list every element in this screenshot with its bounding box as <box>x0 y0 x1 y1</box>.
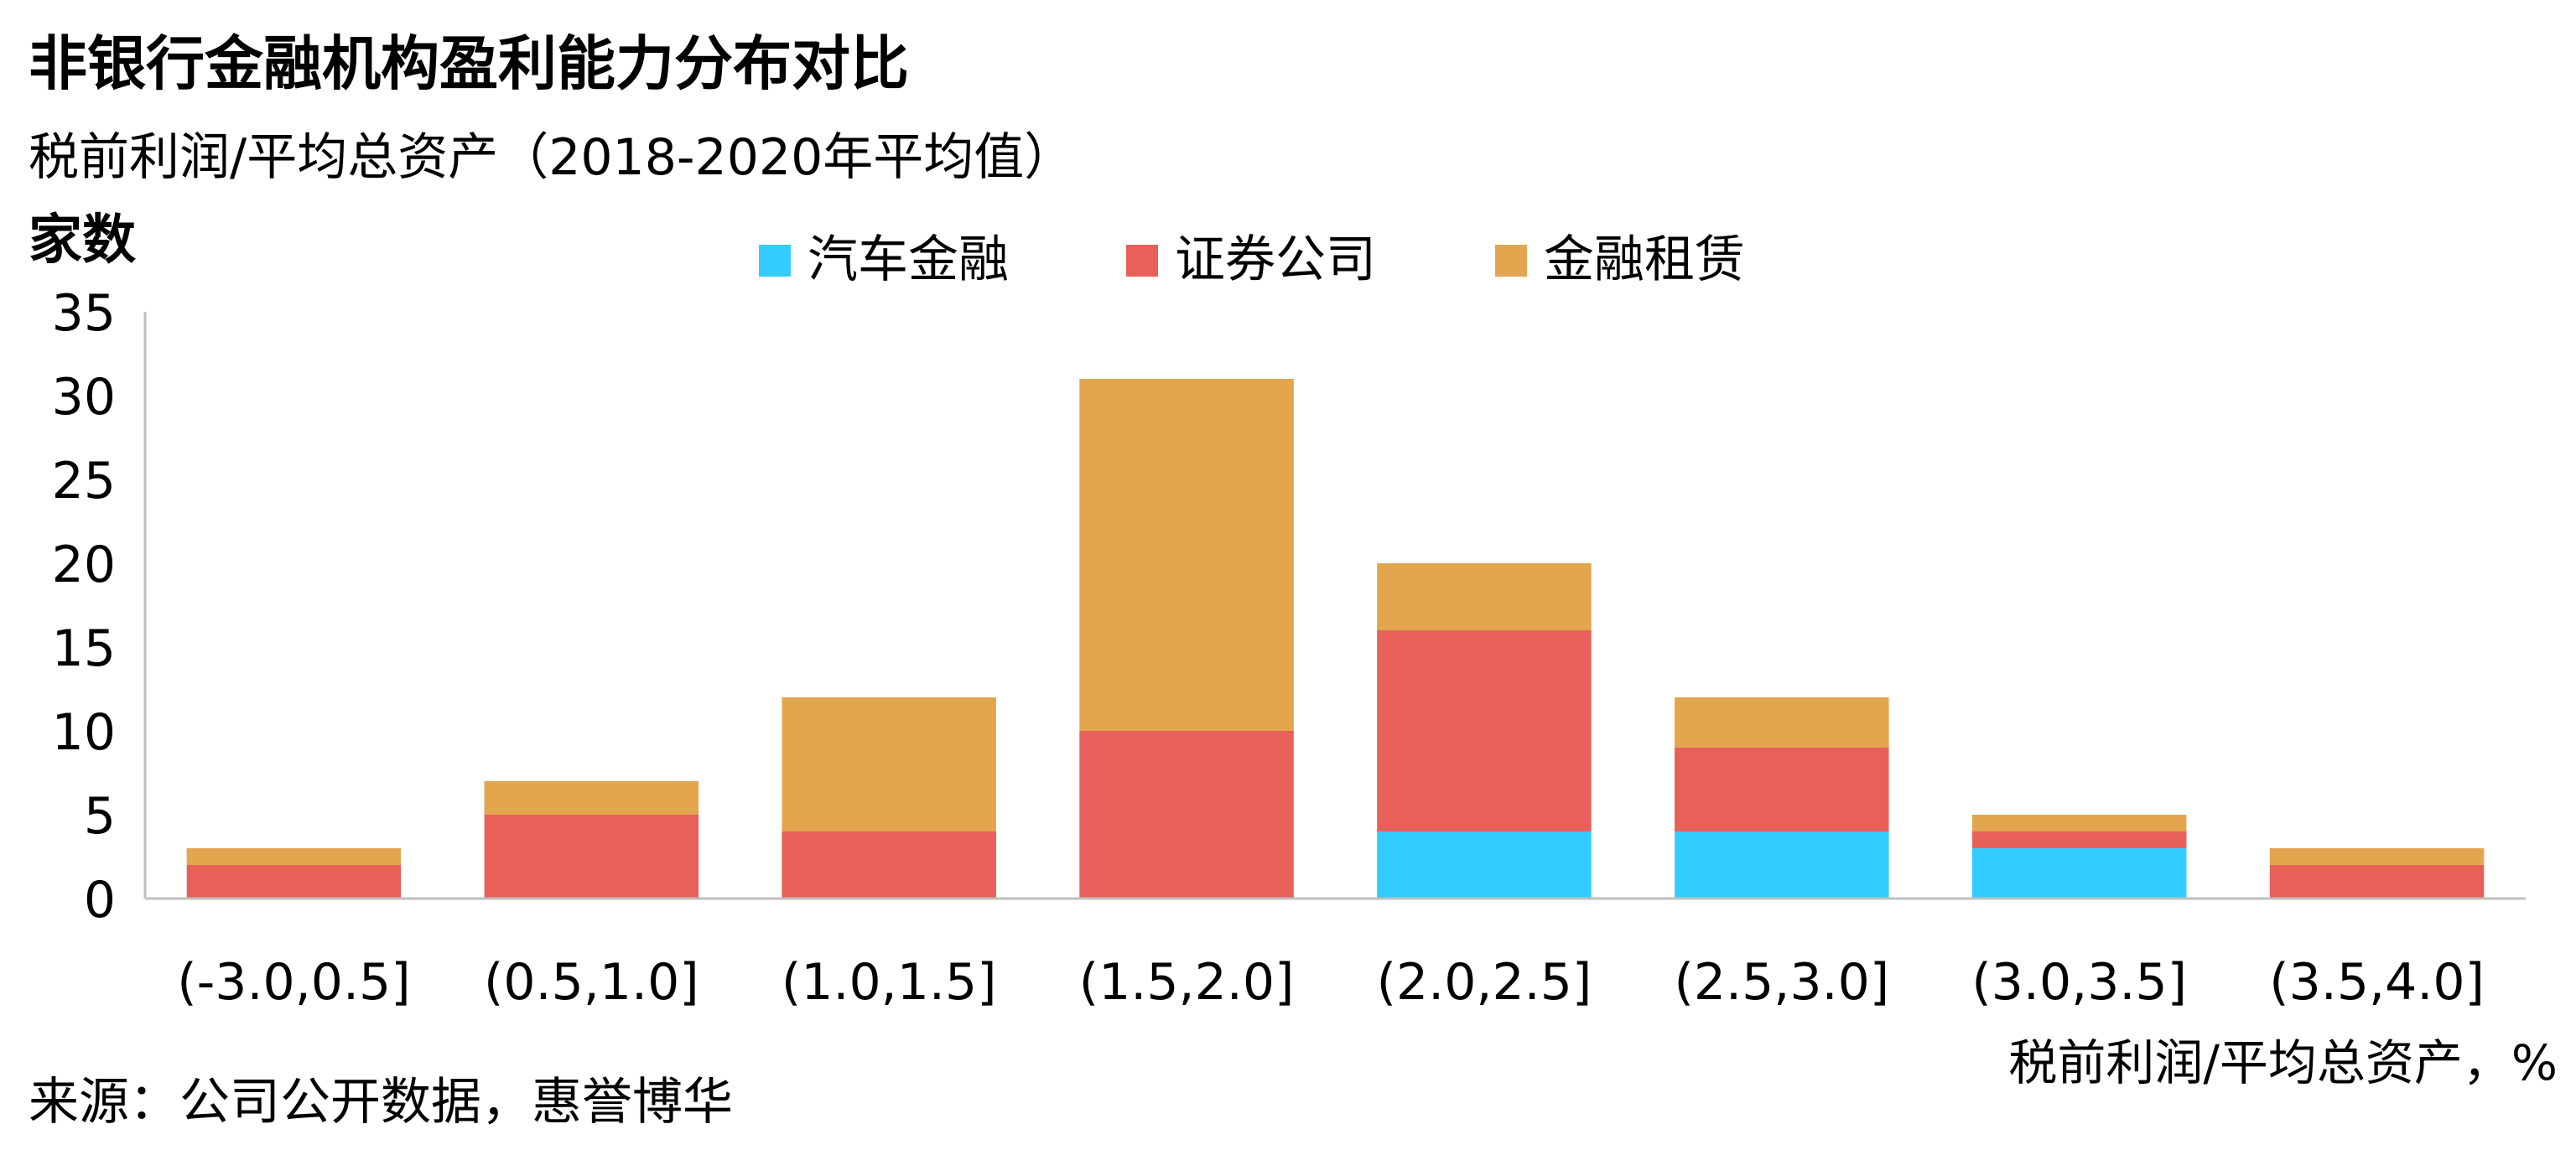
y-tick-label: 0 <box>84 871 116 930</box>
x-axis-ticks: (-3.0,0.5] (0.5,1.0] (1.0,1.5] (1.5,2.0] (2.… <box>177 953 2485 1012</box>
y-tick-label: 5 <box>84 787 116 846</box>
bar-segment-3-4 <box>1079 379 1294 731</box>
y-tick-label: 15 <box>52 619 116 678</box>
x-tick-label: (1.0,1.5] <box>782 953 997 1012</box>
x-tick-label: (2.5,3.0] <box>1674 953 1889 1012</box>
x-tick-label: (3.5,4.0] <box>2269 953 2485 1012</box>
y-tick-label: 10 <box>52 703 116 762</box>
x-tick-label: (0.5,1.0] <box>484 953 699 1012</box>
legend-swatch-2 <box>1126 245 1158 277</box>
legend: 汽车金融 证券公司 金融租赁 <box>759 231 1745 289</box>
y-tick-label: 35 <box>52 284 116 343</box>
y-axis-label: 家数 <box>29 210 136 272</box>
bar-segment-2-1 <box>186 865 402 899</box>
bar-segment-2-6 <box>1675 748 1889 831</box>
x-tick-label: (2.0,2.5] <box>1377 953 1592 1012</box>
source-note: 来源：公司公开数据，惠誉博华 <box>29 1073 733 1132</box>
bars <box>186 379 2485 899</box>
y-axis-ticks: 0 5 10 15 20 25 30 35 <box>52 284 116 930</box>
y-tick-label: 20 <box>52 536 116 594</box>
legend-label-2: 证券公司 <box>1175 231 1376 289</box>
y-tick-label: 25 <box>52 452 116 510</box>
legend-label-1: 汽车金融 <box>808 231 1009 289</box>
x-tick-label: (3.0,3.5] <box>1971 953 2187 1012</box>
bar-segment-3-6 <box>1675 697 1889 748</box>
bar-segment-2-3 <box>782 831 996 899</box>
bar-segment-3-2 <box>484 781 699 815</box>
bar-segment-3-3 <box>782 697 996 831</box>
chart-subtitle: 税前利润/平均总资产（2018-2020年平均值） <box>29 128 1074 187</box>
bar-segment-1-6 <box>1675 831 1889 899</box>
bar-segment-1-5 <box>1377 831 1592 899</box>
x-tick-label: (-3.0,0.5] <box>177 953 410 1012</box>
legend-label-3: 金融租赁 <box>1544 231 1745 289</box>
chart-title: 非银行金融机构盈利能力分布对比 <box>29 29 909 98</box>
legend-swatch-3 <box>1495 245 1527 277</box>
bar-segment-3-5 <box>1377 563 1592 630</box>
bar-segment-3-8 <box>2269 848 2485 865</box>
y-tick-label: 30 <box>52 368 116 427</box>
x-tick-label: (1.5,2.0] <box>1079 953 1295 1012</box>
bar-segment-3-7 <box>1971 815 2187 831</box>
bar-segment-2-2 <box>484 815 699 899</box>
bar-segment-1-7 <box>1971 848 2187 899</box>
bar-segment-2-8 <box>2269 865 2485 899</box>
bar-segment-2-7 <box>1971 831 2187 848</box>
bar-segment-2-4 <box>1079 731 1294 899</box>
legend-swatch-1 <box>759 245 791 277</box>
bar-segment-2-5 <box>1377 630 1592 831</box>
x-axis-label: 税前利润/平均总资产，% <box>2008 1034 2558 1091</box>
bar-segment-3-1 <box>186 848 402 865</box>
